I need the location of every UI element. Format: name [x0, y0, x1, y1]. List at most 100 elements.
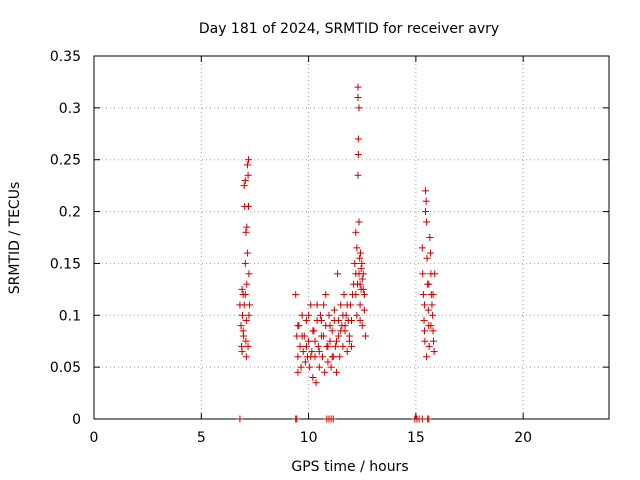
- y-tick-label: 0.3: [59, 101, 81, 117]
- data-point: [425, 415, 433, 423]
- data-point: [309, 374, 317, 382]
- data-point: [331, 342, 339, 350]
- data-point: [420, 327, 428, 335]
- data-point: [358, 275, 366, 283]
- data-point: [245, 156, 252, 164]
- data-point: [418, 244, 426, 252]
- data-point: [302, 316, 310, 324]
- data-point: [360, 291, 368, 299]
- y-tick-label: 0.1: [59, 308, 81, 324]
- data-point: [424, 306, 432, 314]
- data-point: [324, 342, 332, 350]
- x-tick-label: 10: [300, 430, 318, 446]
- data-point: [237, 322, 245, 330]
- data-point: [332, 337, 340, 345]
- data-point: [357, 249, 365, 257]
- data-point: [305, 311, 313, 319]
- data-point: [241, 176, 249, 184]
- data-point: [316, 311, 324, 319]
- data-point: [244, 342, 252, 350]
- axis-ticks: 0 5 10 15 20 0 0.05 0.1 0.15 0.2 0.25 0.3 0.35: [50, 49, 609, 446]
- y-tick-label: 0.35: [50, 49, 81, 65]
- data-point: [348, 316, 355, 324]
- data-point: [242, 228, 250, 236]
- plot-frame: [93, 55, 610, 420]
- data-point: [429, 337, 437, 345]
- data-point: [299, 348, 307, 356]
- data-point: [425, 280, 433, 288]
- data-point: [334, 270, 342, 278]
- data-point: [419, 291, 427, 299]
- data-point: [314, 342, 322, 350]
- data-point: [243, 223, 251, 231]
- data-point: [294, 322, 302, 330]
- data-point: [354, 171, 362, 179]
- data-point: [292, 291, 300, 299]
- data-point: [339, 311, 347, 319]
- data-point: [352, 228, 360, 236]
- data-point: [359, 270, 367, 278]
- data-point: [359, 285, 367, 293]
- data-point: [302, 342, 310, 350]
- data-point: [311, 337, 319, 345]
- data-point: [422, 187, 430, 195]
- data-point: [324, 358, 332, 366]
- data-point: [352, 291, 360, 299]
- data-point: [339, 342, 347, 350]
- data-point: [243, 280, 251, 288]
- data-point: [421, 337, 429, 345]
- data-point: [356, 301, 364, 309]
- data-point: [343, 348, 351, 356]
- data-point: [341, 322, 349, 330]
- data-point: [296, 342, 304, 350]
- data-point: [242, 316, 250, 324]
- data-point: [431, 270, 439, 278]
- data-point: [239, 327, 247, 335]
- data-point: [242, 337, 250, 345]
- data-point: [241, 259, 249, 267]
- data-point: [245, 202, 252, 210]
- data-point: [335, 316, 343, 324]
- data-point: [345, 337, 353, 345]
- y-tick-label: 0.15: [50, 256, 81, 272]
- data-point: [430, 348, 438, 356]
- data-point: [420, 301, 428, 309]
- data-point: [313, 301, 321, 309]
- data-point: [340, 291, 348, 299]
- data-point: [245, 270, 253, 278]
- data-point: [298, 311, 306, 319]
- data-point: [327, 363, 335, 371]
- data-point: [360, 306, 368, 314]
- data-point: [426, 234, 434, 241]
- data-point: [354, 83, 362, 91]
- data-point: [298, 332, 306, 340]
- data-point: [355, 218, 363, 226]
- data-point: [329, 415, 337, 423]
- data-point: [355, 104, 363, 112]
- data-point: [297, 363, 305, 371]
- data-point: [427, 322, 435, 330]
- data-point: [312, 379, 320, 387]
- data-point: [243, 249, 251, 257]
- data-point: [307, 301, 315, 309]
- data-point: [354, 135, 362, 143]
- data-point: [354, 151, 362, 159]
- data-point: [320, 332, 328, 340]
- data-point: [238, 285, 246, 293]
- data-point: [238, 311, 246, 319]
- data-point: [426, 249, 434, 257]
- data-point: [356, 316, 364, 324]
- data-point: [242, 353, 250, 361]
- data-point: [330, 306, 338, 314]
- data-point: [354, 280, 362, 288]
- data-point: [244, 171, 252, 179]
- x-axis-label: GPS time / hours: [291, 459, 408, 475]
- data-point: [419, 270, 427, 278]
- x-tick-label: 5: [197, 430, 206, 446]
- data-point: [240, 182, 248, 190]
- x-tick-label: 20: [514, 430, 532, 446]
- data-point: [328, 353, 336, 361]
- data-point: [328, 327, 336, 335]
- data-point: [245, 311, 253, 319]
